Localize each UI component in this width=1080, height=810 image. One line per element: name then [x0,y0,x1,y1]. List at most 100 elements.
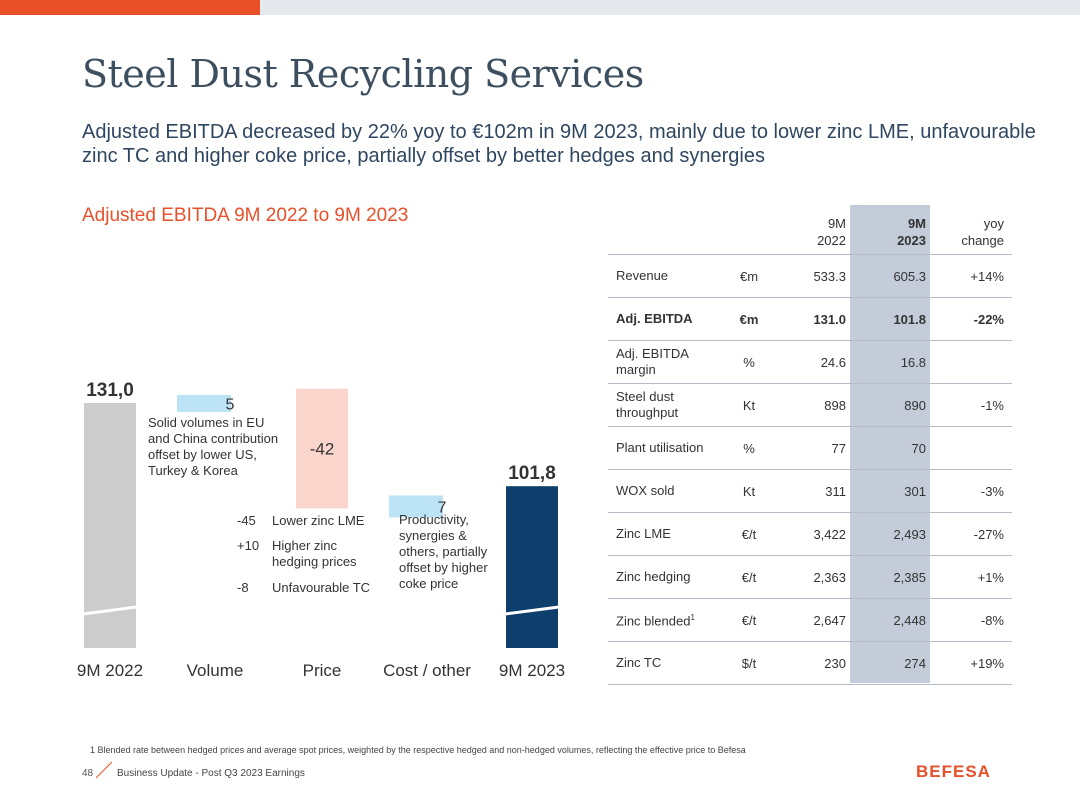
table-row: WOX sold Kt 311 301 -3% [608,470,1012,513]
header-9m2023: 9M 2023 [897,216,926,248]
row-unit: % [743,354,755,370]
row-unit: Kt [742,483,756,499]
header-9m2022: 9M 2022 [817,216,846,248]
befesa-logo: BEFESA [916,762,991,781]
footnote-marker: 1 [690,613,695,623]
axis-break-mark [504,605,560,616]
row-value-9m2022: 311 [825,483,846,499]
price-breakdown-label: Higher zinc hedging prices [272,538,357,569]
footnote: 1 Blended rate between hedged prices and… [90,745,746,755]
row-unit: €/t [741,612,757,628]
price-breakdown-row: -8 Unfavourable TC [237,580,387,598]
price-breakdown-label: Lower zinc LME [272,513,365,528]
row-label: Zinc hedging [616,569,691,584]
table-row: Zinc TC $/t 230 274 +19% [608,642,1012,685]
volume-note: Solid volumes in EU and China contributi… [148,415,279,478]
row-value-9m2023: 16.8 [900,354,926,370]
row-value-9m2022: 24.6 [820,354,846,370]
top-grey-bar [260,0,1080,15]
row-yoy-change: -3% [980,483,1004,499]
table-row: Steel dust throughput Kt 898 890 -1% [608,384,1012,427]
row-label: Adj. EBITDA margin [616,346,689,377]
row-value-9m2023: 274 [904,655,926,671]
row-yoy-change: +19% [970,655,1004,671]
row-unit: €m [739,268,759,284]
row-value-9m2023: 301 [904,483,926,499]
category-label: 9M 2023 [499,661,565,680]
footer-text: Business Update - Post Q3 2023 Earnings [117,768,305,779]
row-label: Revenue [616,268,669,283]
row-value-9m2022: 898 [824,397,846,413]
row-yoy-change: -1% [980,397,1004,413]
row-value-9m2023: 605.3 [893,268,926,284]
waterfall-chart: 131,0 9M 2022 5 Volume -42 Price 7 Cost / other… [77,380,565,680]
table-row: Zinc blended1 €/t 2,647 2,448 -8% [608,599,1012,642]
row-yoy-change: -22% [973,311,1004,327]
bar-cost-other [389,495,443,518]
row-value-9m2022: 77 [831,440,846,456]
price-breakdown-row: -45 Lower zinc LME [237,513,387,531]
table-header-row: 9M 2022 9M 2023 yoy change [608,205,1012,255]
table-row: Zinc hedging €/t 2,363 2,385 +1% [608,556,1012,599]
row-value-9m2023: 2,448 [893,612,926,628]
row-yoy-change: -27% [973,526,1004,542]
header-label [608,205,724,255]
axis-break-mark [82,605,138,616]
row-label: Steel dust throughput [616,389,679,420]
table-row: Adj. EBITDA margin% 24.6 16.8 [608,341,1012,384]
row-value-9m2022: 2,647 [813,612,846,628]
page-subtitle: Adjusted EBITDA decreased by 22% yoy to … [82,121,1036,167]
chart-title: Adjusted EBITDA 9M 2022 to 9M 2023 [82,205,409,226]
table-row: Revenue €m 533.3 605.3 +14% [608,255,1012,298]
top-accent-bar [0,0,260,15]
row-value-9m2023: 2,385 [893,569,926,585]
row-value-9m2023: 101.8 [893,311,926,327]
row-unit: €/t [741,526,757,542]
row-label: Plant utilisation [616,440,704,455]
footer-slash-icon [95,761,113,779]
row-label: WOX sold [616,483,675,498]
header-unit [724,205,774,255]
row-yoy-change: +14% [970,268,1004,284]
price-breakdown-value: -45 [237,513,256,528]
row-value-9m2022: 3,422 [813,526,846,542]
row-label: Zinc LME [616,526,671,541]
row-label: Adj. EBITDA [616,311,693,326]
bar-volume [177,395,231,412]
kpi-table: 9M 2022 9M 2023 yoy change Revenue €m 533.3 60… [608,205,1012,685]
category-label: Cost / other [383,661,471,680]
row-unit: €m [739,311,759,327]
category-label: Price [303,661,342,680]
data-label: 5 [226,397,235,414]
data-label: -42 [310,440,335,459]
row-yoy-change: +1% [977,569,1004,585]
row-unit: €/t [741,569,757,585]
cost-note: Productivity, synergies & others, partia… [399,512,488,591]
price-breakdown-value: -8 [237,580,249,595]
row-yoy-change [934,427,1012,470]
table-row: Zinc LME €/t 3,422 2,493 -27% [608,513,1012,556]
row-yoy-change [934,341,1012,384]
price-breakdown-label: Unfavourable TC [272,580,371,595]
row-value-9m2022: 2,363 [813,569,846,585]
data-label: 7 [438,499,447,516]
row-value-9m2022: 533.3 [813,268,846,284]
category-label: Volume [187,661,244,680]
row-yoy-change: -8% [980,612,1004,628]
data-label: 101,8 [508,463,556,484]
row-label: Zinc blended1 [608,599,724,642]
row-value-9m2023: 2,493 [893,526,926,542]
row-value-9m2022: 131.0 [813,311,846,327]
page-title: Steel Dust Recycling Services [82,52,644,96]
row-label-text: Zinc blended [616,613,691,629]
price-breakdown-row: +10 Higher zinc hedging prices [237,538,387,572]
row-value-9m2023: 70 [911,440,926,456]
table-row: Plant utilisation% 77 70 [608,427,1012,470]
bar-price [296,388,348,509]
row-unit: $/t [741,655,757,671]
row-value-9m2023: 890 [904,397,926,413]
price-breakdown-value: +10 [237,538,260,553]
data-label: 131,0 [86,380,134,401]
page-number: 48 [82,768,94,779]
row-label: Zinc TC [616,655,662,670]
